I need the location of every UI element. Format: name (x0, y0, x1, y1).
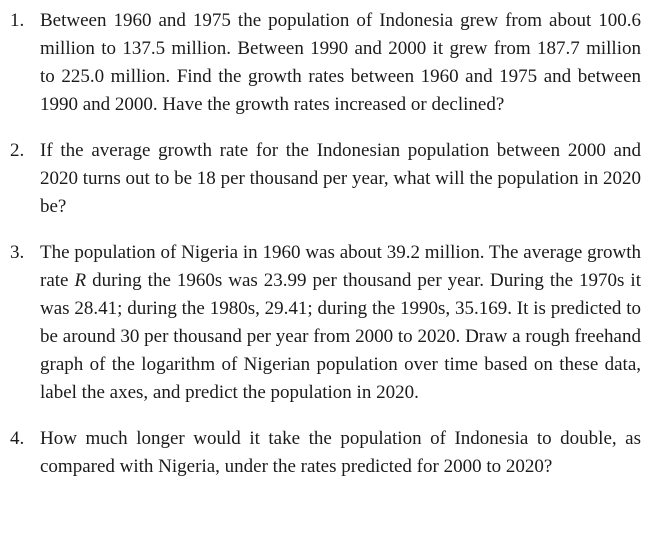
growth-rate-variable: R (74, 270, 87, 291)
problem-item-4: 4. How much longer would it take the pop… (10, 425, 641, 481)
problem-item-1: 1. Between 1960 and 1975 the population … (10, 7, 641, 119)
problem-text-segment: during the 1960s was 23.99 per thousand … (40, 270, 641, 403)
problem-text: If the average growth rate for the Indon… (40, 140, 641, 217)
problem-text: The population of Nigeria in 1960 was ab… (40, 239, 641, 407)
problem-number: 2. (10, 140, 25, 161)
problem-number: 3. (10, 242, 25, 263)
problem-text-segment: The population of Nigeria in 1960 was ab… (40, 242, 641, 291)
problem-item-3: 3. The population of Nigeria in 1960 was… (10, 239, 641, 407)
problem-text: Between 1960 and 1975 the population of … (40, 10, 641, 115)
problem-item-2: 2. If the average growth rate for the In… (10, 137, 641, 221)
problem-number: 4. (10, 428, 25, 449)
problem-number: 1. (10, 10, 25, 31)
problem-text: How much longer would it take the popula… (40, 428, 641, 477)
